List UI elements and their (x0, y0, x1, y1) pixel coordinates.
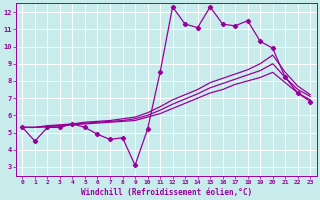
X-axis label: Windchill (Refroidissement éolien,°C): Windchill (Refroidissement éolien,°C) (81, 188, 252, 197)
